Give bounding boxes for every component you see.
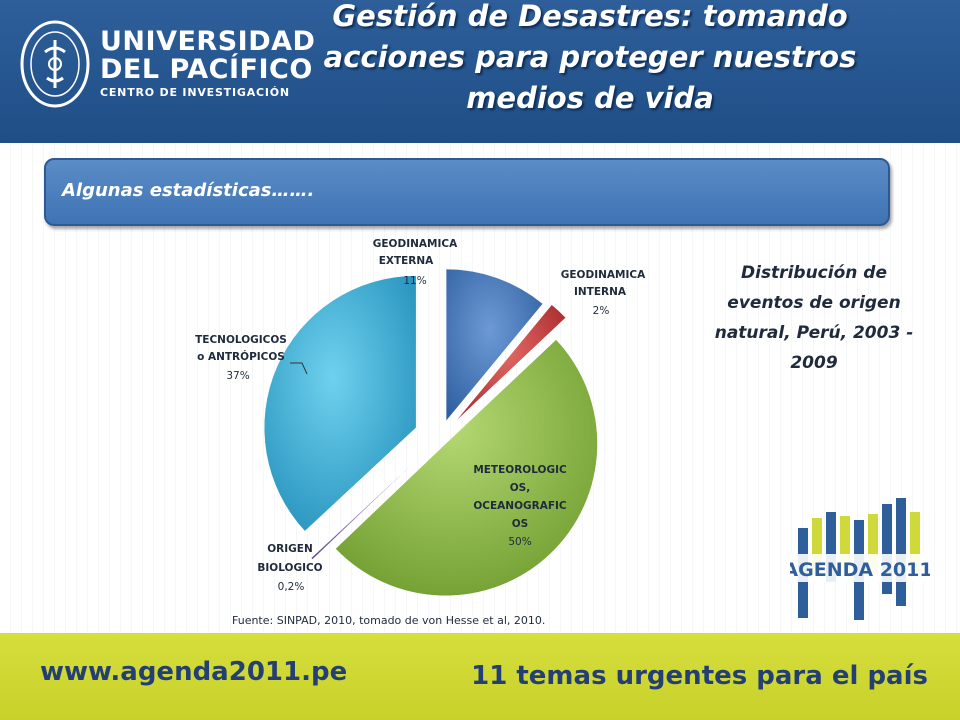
logo-line-1: UNIVERSIDAD xyxy=(100,26,316,57)
pie-slices xyxy=(263,268,598,597)
section-banner-text: Algunas estadísticas……. xyxy=(62,180,315,201)
label-meteo-line4: OS xyxy=(512,518,529,530)
slice-meteorologicos xyxy=(335,339,598,597)
university-name: UNIVERSIDAD DEL PACÍFICO CENTRO DE INVES… xyxy=(100,28,315,102)
label-bio-line1: ORIGEN xyxy=(267,543,313,555)
label-geo-int-line2: INTERNA xyxy=(574,286,627,298)
university-logo[interactable]: UNIVERSIDAD DEL PACÍFICO CENTRO DE INVES… xyxy=(18,14,315,114)
agenda-2011-logo[interactable]: AGENDA 2011 xyxy=(790,492,930,622)
chart-title-line-4: 2009 xyxy=(790,353,838,373)
footer-tagline: 11 temas urgentes para el país xyxy=(471,661,928,691)
university-seal-icon xyxy=(20,20,90,108)
page-title: Gestión de Desastres: tomando acciones p… xyxy=(323,0,857,115)
leader-line-tecnologicos xyxy=(290,362,308,375)
logo-line-3: CENTRO DE INVESTIGACIÓN xyxy=(100,86,290,99)
label-tecno-value: 37% xyxy=(226,370,249,382)
slice-geodinamica-interna xyxy=(454,304,567,423)
label-geo-int-line1: GEODINAMICA xyxy=(561,269,646,281)
section-banner: Algunas estadísticas……. xyxy=(44,158,890,226)
chart-title: Distribución de eventos de origen natura… xyxy=(700,258,928,378)
label-meteo-value: 50% xyxy=(508,536,531,548)
label-bio-line2: BIOLOGICO xyxy=(257,562,322,574)
slice-tecnologicos xyxy=(263,275,417,532)
source-note: Fuente: SINPAD, 2010, tomado de von Hess… xyxy=(232,614,546,627)
label-meteorologicos: METEOROLOGIC OS, OCEANOGRAFIC OS 50% xyxy=(473,464,567,548)
label-geo-ext-line2: EXTERNA xyxy=(379,255,434,267)
label-meteo-line3: OCEANOGRAFIC xyxy=(473,500,567,512)
label-tecno-line1: TECNOLOGICOS xyxy=(195,334,287,346)
label-geo-int-value: 2% xyxy=(593,305,610,317)
label-tecno-line2: o ANTRÓPICOS xyxy=(197,350,285,363)
label-tecnologicos: TECNOLOGICOS o ANTRÓPICOS 37% xyxy=(195,334,287,382)
label-origen-biologico: ORIGEN BIOLOGICO 0,2% xyxy=(257,543,322,593)
slice-origen-biologico xyxy=(310,454,423,560)
label-geo-ext-line1: GEODINAMICA xyxy=(373,238,458,250)
label-meteo-line2: OS, xyxy=(510,482,530,494)
slice-geodinamica-externa xyxy=(445,268,544,422)
label-geodinamica-interna: GEODINAMICA INTERNA 2% xyxy=(561,269,646,317)
chart-title-line-2: eventos de origen xyxy=(727,293,901,313)
header-bar: UNIVERSIDAD DEL PACÍFICO CENTRO DE INVES… xyxy=(0,0,960,143)
label-geodinamica-externa: GEODINAMICA EXTERNA 11% xyxy=(373,238,458,287)
label-bio-value: 0,2% xyxy=(278,581,305,593)
chart-title-line-3: natural, Perú, 2003 - xyxy=(714,323,914,343)
chart-title-line-1: Distribución de xyxy=(741,263,887,283)
logo-line-2: DEL PACÍFICO xyxy=(100,54,313,85)
agenda-logo-text: AGENDA 2011 xyxy=(790,559,930,581)
footer-bar: www.agenda2011.pe 11 temas urgentes para… xyxy=(0,633,960,720)
label-geo-ext-value: 11% xyxy=(403,275,426,287)
label-meteo-line1: METEOROLOGIC xyxy=(473,464,567,476)
footer-url-link[interactable]: www.agenda2011.pe xyxy=(40,657,348,687)
